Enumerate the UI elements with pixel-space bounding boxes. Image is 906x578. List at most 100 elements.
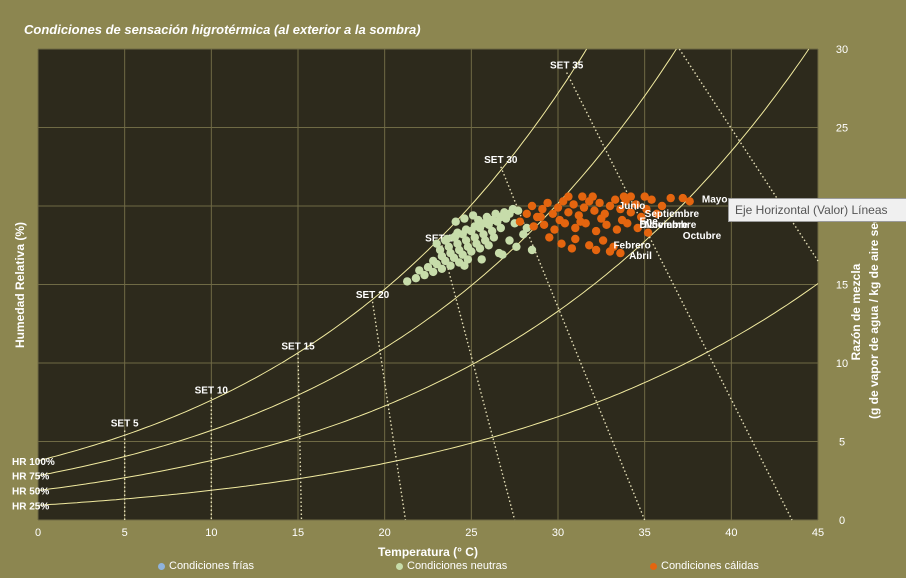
month-label: Octubre (683, 231, 722, 242)
set-line-label: SET 30 (484, 155, 518, 166)
month-label: Noviembre (645, 220, 697, 231)
data-point (536, 212, 545, 222)
set-line (441, 245, 516, 521)
legend-label-neutras: Condiciones neutras (407, 560, 508, 572)
data-point (489, 233, 499, 242)
x-tick-label: 10 (205, 527, 217, 539)
legend-label-calidas: Condiciones cálidas (661, 560, 759, 572)
data-point (643, 228, 653, 237)
month-label: Abril (629, 251, 652, 262)
data-point (470, 222, 479, 231)
grid (37, 48, 819, 521)
month-label: Ene (639, 217, 658, 228)
y-tick-label: 10 (836, 358, 848, 370)
data-point (455, 245, 464, 255)
data-point (590, 206, 599, 215)
data-point (666, 193, 675, 203)
data-point (564, 208, 573, 217)
month-label: Junio (619, 201, 646, 212)
data-point (678, 193, 687, 203)
hr-curve (37, 48, 810, 491)
data-point (611, 195, 620, 204)
legend-item-calidas[interactable]: Condiciones cálidas (650, 560, 759, 572)
data-point (571, 234, 580, 244)
data-point (642, 204, 651, 214)
data-point (657, 201, 667, 211)
data-point (496, 223, 505, 233)
data-point (598, 236, 608, 245)
data-point (569, 200, 578, 209)
data-point (550, 225, 559, 234)
legend-label-frias: Condiciones frías (169, 560, 254, 572)
legend-marker-neutras (396, 562, 403, 570)
data-point (500, 208, 509, 217)
data-point (415, 266, 424, 275)
hr-curve-label: HR 100% (12, 457, 55, 468)
data-point (411, 274, 421, 283)
set-line-label: SET 35 (550, 61, 584, 72)
legend-item-frias[interactable]: Condiciones frías (158, 560, 254, 572)
data-point (539, 220, 549, 229)
data-point (617, 215, 627, 225)
y-axis-title-right: Razón de mezcla (849, 263, 863, 360)
month-labels: Mayo JunioSeptiembreEneDiciembreNoviembre… (613, 195, 727, 263)
y-tick-label: 0 (839, 515, 845, 527)
data-point (637, 212, 646, 222)
hr-curve (37, 48, 588, 462)
data-point (463, 242, 473, 251)
month-label: Febrero (613, 240, 650, 251)
data-point (548, 209, 557, 218)
data-point (619, 192, 629, 201)
data-point (647, 195, 656, 204)
data-point (633, 223, 642, 233)
data-point (605, 247, 615, 256)
data-point (626, 192, 635, 201)
data-point (576, 217, 585, 226)
data-point (446, 248, 455, 258)
data-point (491, 209, 500, 218)
month-label: Septiembre (645, 209, 700, 220)
data-point (631, 200, 641, 209)
data-point (482, 212, 492, 222)
x-tick-label: 0 (35, 527, 41, 539)
month-label: Diciembre (639, 220, 688, 231)
data-point (498, 250, 507, 259)
data-point (591, 226, 601, 236)
legend: Condiciones frías Condiciones neutras Co… (0, 560, 906, 576)
data-point (515, 217, 525, 226)
chart-title: Condiciones de sensación higrotérmica (a… (24, 22, 421, 37)
data-point (553, 203, 563, 212)
data-point (574, 211, 583, 220)
data-point (595, 198, 604, 208)
data-point (685, 197, 694, 206)
set-line (566, 72, 793, 521)
x-tick-label: 25 (465, 527, 477, 539)
y-tick-label: 30 (836, 44, 848, 56)
hr-curve-label: HR 50% (12, 486, 49, 497)
data-point (479, 230, 488, 239)
x-tick-label: 5 (122, 527, 128, 539)
data-point (451, 231, 460, 240)
data-point (652, 209, 661, 218)
data-point (612, 225, 622, 234)
data-point (460, 214, 469, 223)
data-point (591, 245, 601, 255)
x-tick-label: 20 (379, 527, 391, 539)
axis-titles: Temperatura (° C) Humedad Relativa (%) Raz… (13, 205, 881, 559)
data-point (578, 192, 587, 201)
hr-curve (37, 283, 819, 506)
data-point (472, 239, 481, 248)
data-point (527, 245, 537, 255)
data-point (477, 255, 486, 264)
data-point (429, 256, 438, 266)
axis-tooltip: Eje Horizontal (Valor) Líneas (728, 198, 906, 222)
legend-item-neutras[interactable]: Condiciones neutras (396, 560, 507, 572)
data-point (616, 204, 625, 214)
x-tick-label: 15 (292, 527, 304, 539)
data-point (468, 211, 478, 220)
data-points (403, 192, 694, 286)
data-point (605, 201, 615, 211)
data-point (567, 244, 577, 253)
data-point (435, 245, 445, 255)
data-point (538, 204, 547, 214)
